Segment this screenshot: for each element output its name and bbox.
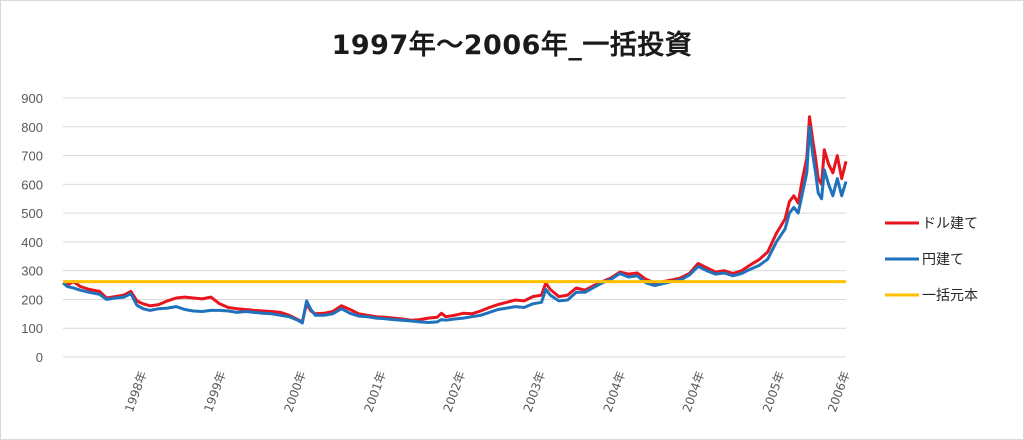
y-axis-ticks: 0 100 200 300 400 500 600 700 800 900 [21,91,43,365]
y-tick-label: 200 [21,292,43,307]
x-tick-label: 2006年 [825,369,853,414]
legend-label: ドル建て [922,216,978,232]
x-tick-label: 2000年 [281,369,309,414]
series-line-0 [62,115,848,324]
x-tick-label: 1998年 [122,369,150,414]
x-tick-label: 2001年 [361,369,389,414]
y-tick-label: 100 [21,321,43,336]
x-tick-label: 2004年 [601,369,629,414]
chart-title: 1997年～2006年_一括投資 [331,30,693,61]
y-tick-label: 300 [21,264,43,279]
y-tick-label: 400 [21,235,43,250]
y-tick-label: 0 [36,350,43,365]
x-tick-label: 2004年 [680,369,708,414]
y-tick-label: 500 [21,206,43,221]
y-tick-label: 900 [21,91,43,106]
x-tick-label: 2002年 [441,369,469,414]
y-tick-label: 600 [21,177,43,192]
y-tick-label: 800 [21,120,43,135]
x-tick-label: 2003年 [521,369,549,414]
legend-label: 円建て [922,252,964,268]
y-tick-label: 700 [21,149,43,164]
x-tick-label: 2005年 [760,369,788,414]
x-axis-ticks: 1998年 1999年 2000年 2001年 2002年 2003年 2004年 2004年… [122,369,853,414]
series-line-1 [62,125,848,325]
series-lines [62,115,848,325]
legend-label: 一括元本 [922,288,978,304]
x-tick-label: 1999年 [201,369,229,414]
